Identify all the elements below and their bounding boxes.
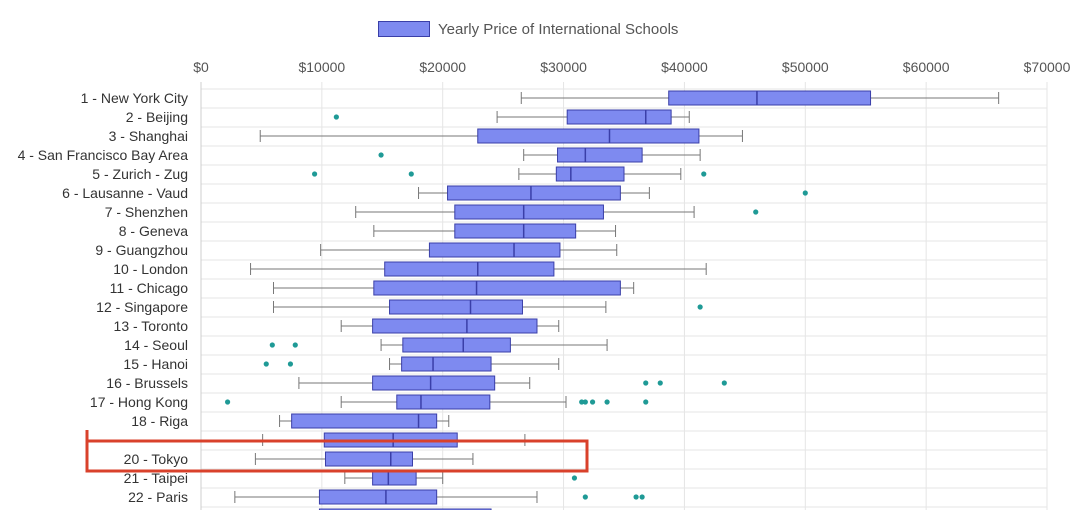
y-tick-label: 18 - Riga	[131, 413, 188, 429]
legend-label: Yearly Price of International Schools	[438, 20, 679, 38]
y-tick-label: 20 - Tokyo	[124, 451, 189, 467]
box	[396, 394, 491, 410]
outlier-point	[582, 399, 588, 405]
box	[454, 223, 577, 239]
outlier-point	[721, 380, 727, 386]
outlier-point	[639, 494, 645, 500]
y-tick-label: 15 - Hanoi	[123, 356, 188, 372]
outlier-point	[701, 171, 707, 177]
x-tick-label: $60000	[903, 59, 950, 75]
y-tick-label: 7 - Shenzhen	[105, 204, 188, 220]
y-tick-label: 21 - Taipei	[124, 470, 188, 486]
y-tick-label: 17 - Hong Kong	[90, 394, 188, 410]
box	[555, 166, 625, 182]
outlier-point	[579, 399, 585, 405]
outlier-point	[582, 494, 588, 500]
chart-legend[interactable]: Yearly Price of International Schools	[378, 19, 678, 39]
box	[389, 299, 523, 315]
box	[373, 280, 621, 296]
box	[318, 489, 438, 505]
box	[372, 375, 496, 391]
outlier-point	[408, 171, 414, 177]
outlier-point	[333, 114, 339, 120]
box	[428, 242, 561, 258]
x-tick-label: $40000	[661, 59, 708, 75]
y-tick-label: 13 - Toronto	[114, 318, 189, 334]
x-tick-label: $20000	[419, 59, 466, 75]
y-tick-label: 22 - Paris	[128, 489, 188, 505]
outlier-point	[802, 190, 808, 196]
y-tick-label: 9 - Guangzhou	[95, 242, 188, 258]
outlier-point	[312, 171, 318, 177]
y-tick-label: 16 - Brussels	[106, 375, 188, 391]
outlier-point	[753, 209, 759, 215]
outlier-point	[633, 494, 639, 500]
outlier-point	[378, 152, 384, 158]
outlier-point	[269, 342, 275, 348]
outlier-point	[292, 342, 298, 348]
y-tick-label: 3 - Shanghai	[109, 128, 188, 144]
y-tick-label: 6 - Lausanne - Vaud	[62, 185, 188, 201]
x-tick-label: $10000	[298, 59, 345, 75]
box	[384, 261, 555, 277]
outlier-point	[263, 361, 269, 367]
outlier-point	[224, 399, 231, 405]
box	[291, 413, 438, 429]
x-tick-label: $0	[193, 59, 209, 75]
x-tick-label: $30000	[540, 59, 587, 75]
legend-swatch	[378, 21, 430, 37]
outlier-point	[571, 475, 578, 481]
y-tick-label: 14 - Seoul	[124, 337, 188, 353]
box	[454, 204, 604, 220]
x-tick-label: $50000	[782, 59, 829, 75]
y-tick-label: 2 - Beijing	[126, 109, 188, 125]
outlier-point	[643, 380, 649, 386]
y-tick-label: 1 - New York City	[81, 90, 188, 106]
box	[372, 318, 538, 334]
y-tick-label: 10 - London	[113, 261, 188, 277]
x-tick-label: $70000	[1024, 59, 1071, 75]
outlier-point	[643, 399, 649, 405]
y-tick-label: 11 - Chicago	[110, 280, 189, 296]
box	[447, 185, 621, 201]
box	[401, 356, 492, 372]
box	[477, 128, 700, 144]
outlier-point	[697, 304, 703, 310]
box	[372, 470, 417, 486]
outlier-point	[604, 399, 610, 405]
y-tick-label: 8 - Geneva	[119, 223, 188, 239]
box	[557, 147, 643, 163]
y-tick-label: 4 - San Francisco Bay Area	[18, 147, 189, 163]
box	[402, 337, 511, 353]
outlier-point	[287, 361, 294, 367]
box	[668, 90, 872, 106]
box	[324, 451, 413, 467]
highlight-rectangle	[85, 439, 589, 473]
y-tick-label: 5 - Zurich - Zug	[92, 166, 188, 182]
box	[566, 109, 672, 125]
outlier-point	[657, 380, 663, 386]
y-tick-label: 12 - Singapore	[96, 299, 188, 315]
outlier-point	[589, 399, 596, 405]
